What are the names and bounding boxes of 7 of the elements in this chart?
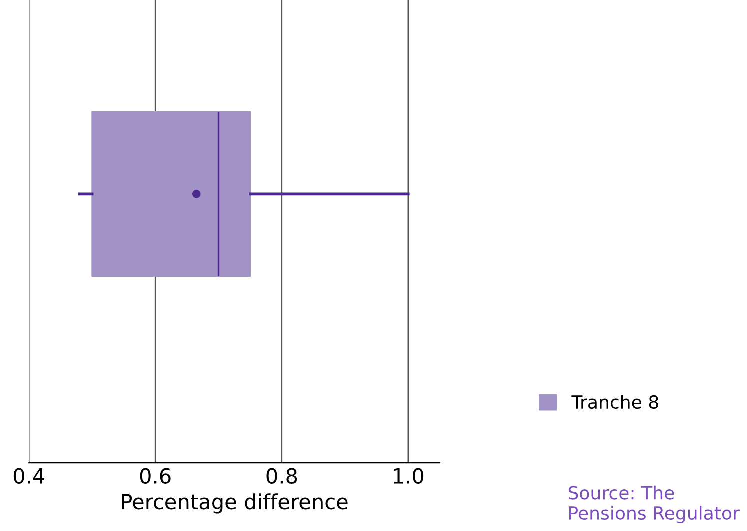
- x-tick-label: 0.6: [140, 468, 171, 484]
- x-tick-label: 1.0: [394, 468, 424, 484]
- legend-label: Tranche 8: [572, 395, 658, 410]
- source-note: Source: The Pensions Regulator: [568, 486, 740, 524]
- x-tick-label: 0.4: [14, 468, 45, 484]
- x-tick-label: 0.8: [266, 468, 298, 484]
- x-axis-title: Percentage difference: [122, 494, 348, 514]
